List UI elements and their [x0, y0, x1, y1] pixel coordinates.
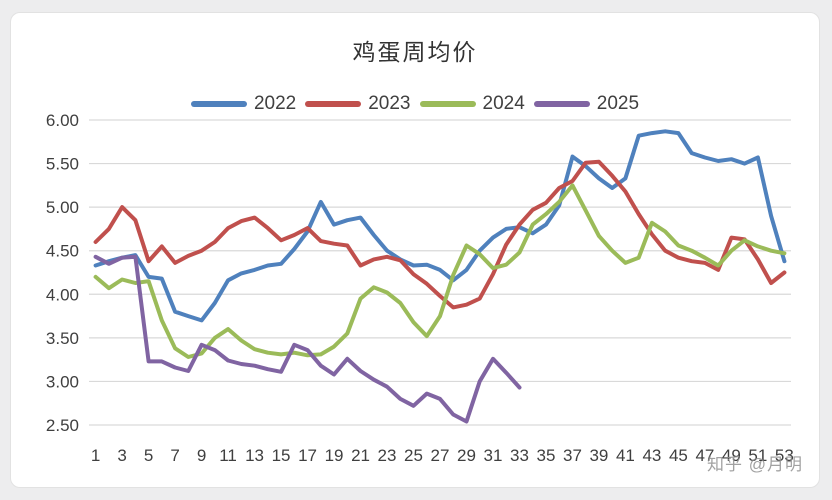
legend-label: 2025 — [596, 93, 640, 114]
x-tick-label: 45 — [669, 446, 688, 465]
x-tick-label: 11 — [219, 446, 237, 465]
x-tick-label: 5 — [144, 446, 153, 465]
y-tick-label: 5.00 — [46, 198, 79, 217]
legend-swatch-2022 — [190, 101, 247, 107]
x-tick-label: 21 — [351, 446, 370, 465]
x-tick-label: 49 — [722, 446, 741, 465]
x-tick-label: 43 — [642, 446, 661, 465]
x-tick-label: 39 — [589, 446, 608, 465]
y-tick-label: 4.00 — [46, 285, 79, 304]
legend-swatch-2024 — [419, 101, 476, 107]
x-tick-label: 31 — [484, 446, 503, 465]
plot-area: 6.005.505.004.504.003.503.002.501 3 5 7 9 11 1… — [46, 111, 794, 465]
y-tick-label: 4.50 — [46, 242, 79, 261]
legend-item-2022[interactable]: 2022 — [190, 93, 297, 115]
x-tick-label: 51 — [748, 446, 767, 465]
legend-item-2024[interactable]: 2024 — [419, 93, 525, 115]
legend-item-2025[interactable]: 2025 — [533, 93, 640, 115]
watermark: 知乎 @月明 — [707, 455, 803, 474]
legend-label: 2024 — [482, 93, 525, 114]
x-tick-label: 33 — [510, 446, 529, 465]
legend-item-2023[interactable]: 2023 — [305, 93, 411, 115]
x-tick-label: 35 — [537, 446, 556, 465]
x-tick-label: 9 — [197, 446, 206, 465]
series-line-2025 — [93, 254, 522, 424]
series-line-2023 — [93, 159, 787, 310]
x-tick-label: 37 — [563, 446, 582, 465]
x-tick-label: 17 — [298, 446, 317, 465]
x-tick-label: 47 — [695, 446, 714, 465]
legend: 2022 2023 2024 2025 — [11, 93, 819, 115]
series-line-2024 — [93, 183, 787, 359]
x-tick-label: 19 — [325, 446, 344, 465]
chart-title: 鸡蛋周均价 — [352, 40, 478, 66]
legend-label: 2023 — [368, 93, 411, 114]
y-tick-label: 6.00 — [46, 111, 79, 130]
x-tick-label: 53 — [775, 446, 794, 465]
series-line-2022 — [93, 129, 787, 323]
x-tick-label: 3 — [117, 446, 126, 465]
x-tick-label: 13 — [245, 446, 264, 465]
y-tick-label: 3.50 — [46, 329, 79, 348]
legend-swatch-2023 — [305, 101, 362, 107]
legend-label: 2022 — [253, 93, 297, 114]
x-tick-label: 29 — [457, 446, 476, 465]
x-tick-label: 15 — [272, 446, 291, 465]
x-tick-label: 27 — [431, 446, 450, 465]
x-tick-label: 1 — [91, 446, 100, 465]
x-tick-label: 41 — [616, 446, 635, 465]
x-tick-label: 7 — [170, 446, 179, 465]
legend-swatch-2025 — [533, 101, 590, 107]
x-tick-label: 23 — [378, 446, 397, 465]
y-tick-label: 5.50 — [46, 155, 79, 174]
y-tick-label: 3.00 — [46, 372, 79, 391]
x-tick-label: 25 — [404, 446, 423, 465]
chart-card: 鸡蛋周均价 2022 2023 2024 2025 6.00 5.50 5.00 4.50 4… — [10, 12, 820, 488]
y-tick-label: 2.50 — [46, 416, 79, 435]
